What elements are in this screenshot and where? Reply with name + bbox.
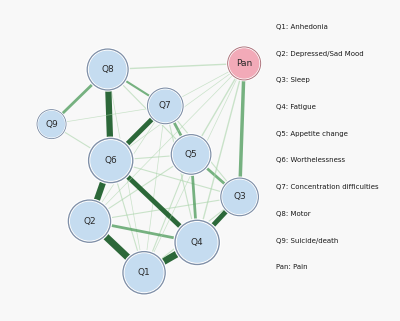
Circle shape (88, 50, 127, 89)
Text: Q1: Anhedonia: Q1: Anhedonia (276, 24, 328, 30)
Text: Q4: Fatigue: Q4: Fatigue (276, 104, 316, 110)
Circle shape (90, 140, 131, 181)
Circle shape (175, 220, 219, 265)
Circle shape (147, 87, 184, 125)
Circle shape (170, 134, 212, 175)
Circle shape (124, 253, 164, 292)
Circle shape (90, 51, 126, 88)
Circle shape (174, 219, 220, 266)
Circle shape (36, 109, 66, 139)
Circle shape (223, 180, 256, 213)
Text: Q1: Q1 (138, 268, 150, 277)
Text: Q5: Appetite change: Q5: Appetite change (276, 131, 348, 137)
Text: Q9: Suicide/death: Q9: Suicide/death (276, 238, 338, 244)
Text: Pan: Pan (236, 59, 252, 68)
Text: Q4: Q4 (191, 238, 204, 247)
Text: Q2: Depressed/Sad Mood: Q2: Depressed/Sad Mood (276, 51, 364, 57)
Text: Q6: Worthelessness: Q6: Worthelessness (276, 158, 345, 163)
Circle shape (37, 110, 66, 138)
Text: Q6: Q6 (104, 156, 117, 165)
Text: Q8: Q8 (101, 65, 114, 74)
Circle shape (122, 250, 166, 295)
Circle shape (220, 177, 259, 217)
Circle shape (174, 137, 209, 172)
Text: Q8: Motor: Q8: Motor (276, 211, 311, 217)
Circle shape (39, 111, 64, 137)
Text: Q2: Q2 (83, 217, 96, 226)
Circle shape (222, 179, 257, 214)
Circle shape (87, 49, 128, 90)
Circle shape (172, 136, 210, 173)
Circle shape (229, 48, 260, 79)
Circle shape (125, 254, 163, 291)
Circle shape (150, 90, 181, 122)
Circle shape (70, 201, 109, 241)
Text: Q3: Q3 (233, 192, 246, 201)
Text: Q5: Q5 (185, 150, 198, 159)
Circle shape (148, 88, 183, 124)
Circle shape (149, 89, 182, 123)
Text: Q9: Q9 (45, 120, 58, 129)
Circle shape (86, 48, 129, 91)
Circle shape (228, 47, 260, 80)
Circle shape (227, 46, 261, 81)
Circle shape (176, 222, 218, 263)
Circle shape (230, 49, 259, 78)
Text: Q7: Concentration difficulties: Q7: Concentration difficulties (276, 184, 379, 190)
Circle shape (89, 138, 133, 183)
Circle shape (123, 252, 165, 294)
Circle shape (68, 200, 110, 242)
Circle shape (221, 178, 258, 216)
Circle shape (171, 135, 211, 174)
Circle shape (38, 111, 65, 137)
Circle shape (71, 202, 108, 240)
Text: Q7: Q7 (159, 101, 172, 110)
Circle shape (67, 199, 112, 243)
Circle shape (91, 141, 130, 180)
Circle shape (88, 137, 134, 184)
Text: Q3: Sleep: Q3: Sleep (276, 77, 310, 83)
Text: Pan: Pain: Pan: Pain (276, 264, 308, 270)
Circle shape (178, 223, 217, 262)
